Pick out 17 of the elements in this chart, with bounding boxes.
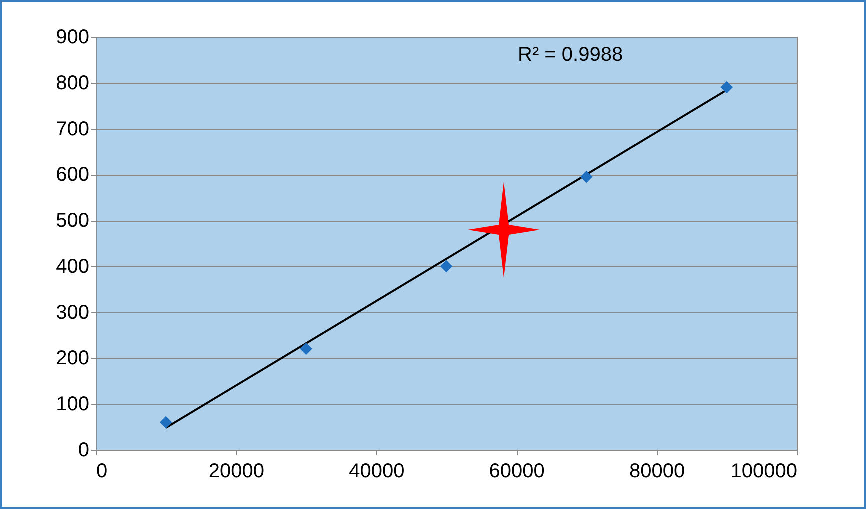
x-tick-label: 0 — [96, 460, 108, 482]
x-tick-label: 20000 — [208, 460, 265, 482]
y-tick-label: 800 — [56, 72, 90, 94]
y-tick-label: 100 — [56, 394, 90, 416]
y-tick-label: 200 — [56, 348, 90, 370]
annotation: R² = 0.9988 — [518, 44, 624, 66]
x-tick-label: 40000 — [349, 460, 405, 482]
y-tick-label: 400 — [56, 256, 90, 278]
x-tick-label: 60000 — [489, 460, 545, 482]
y-tick-label: 900 — [56, 26, 90, 48]
x-tick-label: 100000 — [730, 460, 798, 482]
y-tick-label: 700 — [56, 118, 90, 140]
y-tick-label: 600 — [56, 164, 90, 186]
y-tick-label: 0 — [78, 440, 90, 462]
y-tick-label: 500 — [56, 210, 90, 232]
x-tick-label: 80000 — [629, 460, 686, 482]
y-tick-label: 300 — [56, 302, 90, 324]
